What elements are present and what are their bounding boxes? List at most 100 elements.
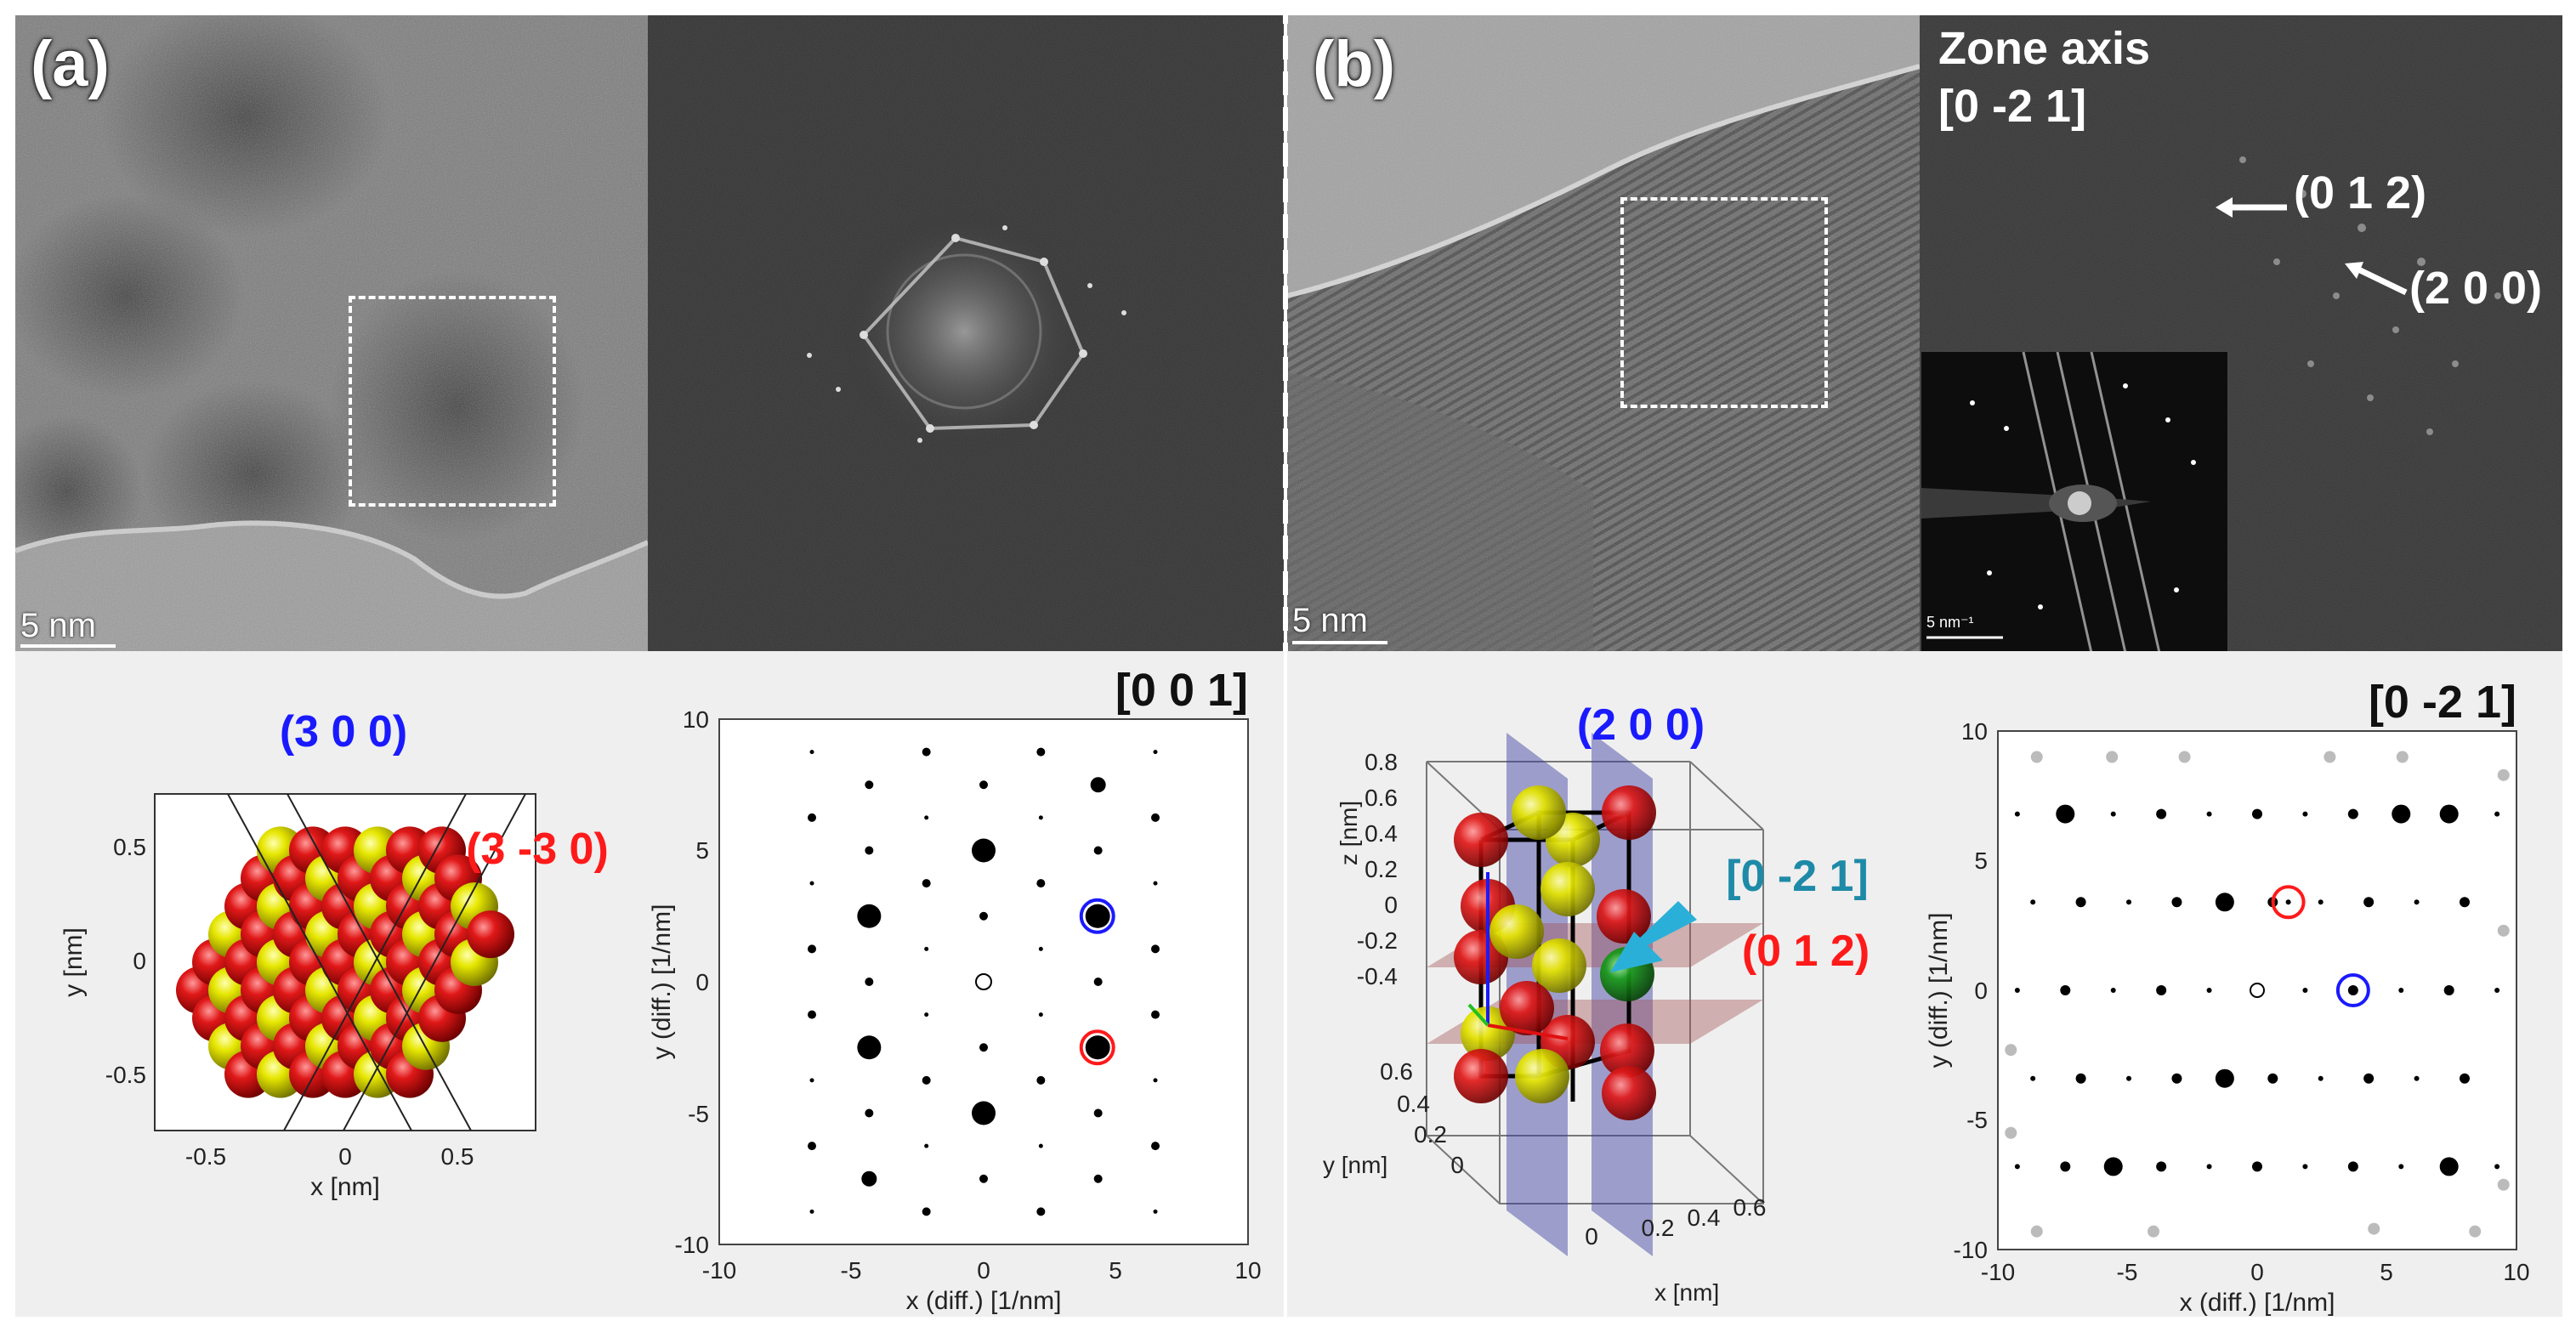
direction-label: [0 -2 1]: [1726, 852, 1869, 901]
diffraction-spot: [1150, 944, 1160, 954]
atom-red: [1600, 1023, 1654, 1078]
diffraction-spot: [2439, 1157, 2459, 1176]
diffraction-spot: [979, 1174, 988, 1183]
diffraction-spot: [2392, 804, 2411, 824]
tick-label: 0.6: [1365, 785, 1398, 811]
diffraction-spot-faint: [2148, 1225, 2159, 1238]
diffraction-spot: [857, 1035, 882, 1060]
diffraction-spot: [2110, 988, 2116, 993]
diffraction-spot: [2014, 1164, 2020, 1170]
diffraction-spot: [2014, 811, 2020, 817]
atom-yellow: [1461, 1006, 1515, 1061]
diffraction-spot-faint: [2324, 751, 2336, 763]
tick-label: 0.6: [1733, 1194, 1767, 1221]
diffraction-spot-faint: [2368, 1222, 2380, 1235]
atom-spheres: [176, 794, 526, 1131]
diffraction-spot: [2056, 804, 2075, 824]
diffraction-spot: [1090, 777, 1106, 793]
diffraction-spot: [979, 780, 988, 790]
diffraction-spot: [2302, 988, 2308, 993]
diffraction-spot: [2030, 899, 2036, 905]
diffraction-spot: [2347, 1161, 2358, 1172]
diffraction-spot: [865, 978, 874, 986]
diffraction-spot: [2060, 1161, 2071, 1172]
diffraction-spot: [1036, 879, 1046, 888]
diffraction-spot: [808, 813, 817, 822]
diffraction-spot: [808, 1142, 817, 1151]
zone-axis-indices: [0 -2 1]: [1938, 81, 2087, 132]
highlight-circle-red: [1079, 1029, 1115, 1066]
diffraction-spot: [1153, 881, 1158, 886]
zone-axis-title: Zone axis: [1938, 23, 2151, 74]
diffraction-spot: [2103, 1157, 2123, 1176]
diffraction-spot: [2443, 985, 2454, 995]
diffraction-spot: [924, 815, 929, 820]
origin-spot: [975, 973, 992, 990]
x-axis-arrow: [1487, 1023, 1569, 1040]
diffraction-spot-faint: [2497, 1178, 2510, 1191]
diffraction-spot: [924, 946, 929, 951]
diffraction-spot: [2302, 1164, 2308, 1170]
tick-label: 0.5: [441, 1143, 474, 1170]
panel-a-simulation-area: -0.5 0 0.5 0.5 0 -0.5 x [nm] y [nm] (3 0…: [15, 651, 1284, 1317]
selected-region-box: [349, 296, 556, 507]
diffraction-spot: [979, 1043, 988, 1052]
saed-inset: 5 nm⁻¹: [1920, 350, 2229, 651]
diffraction-spot: [2363, 897, 2375, 908]
diffraction-spot: [1036, 1207, 1046, 1216]
y-axis-label: y (diff.) [1/nm]: [648, 904, 676, 1060]
x-axis-label: x [nm]: [310, 1173, 380, 1201]
x-axis-label: x (diff.) [1/nm]: [2180, 1289, 2335, 1317]
diffraction-spot: [2252, 808, 2262, 819]
diffraction-spot: [1153, 1078, 1158, 1083]
direction-arrow: [1610, 901, 1697, 972]
y-axis-arrow: [1467, 1003, 1489, 1027]
arrow-icon: [2345, 262, 2408, 296]
diffraction-spot: [809, 1209, 814, 1214]
diffraction-spot: [2014, 988, 2020, 993]
diffraction-spot: [1150, 813, 1160, 822]
diffraction-spot: [2215, 893, 2234, 912]
tick-label: 5: [2380, 1259, 2393, 1285]
diffraction-spot-faint: [2469, 1225, 2482, 1238]
tick-label: -5: [688, 1101, 709, 1127]
scale-bar: [20, 644, 116, 648]
scale-bar: [1292, 641, 1387, 644]
diffraction-spot: [865, 780, 874, 790]
selected-region-box: [1620, 197, 1828, 408]
diffraction-spot: [2285, 899, 2291, 905]
diffraction-spot: [1093, 1108, 1103, 1118]
diffraction-spot: [2318, 1075, 2324, 1081]
tick-label: 0.8: [1365, 749, 1398, 775]
tem-image-a-texture: [15, 15, 648, 651]
tick-label: -0.5: [105, 1062, 146, 1088]
diffraction-spot: [2347, 808, 2358, 819]
tick-label: 10: [1961, 718, 1988, 745]
tick-label: 0.4: [1365, 820, 1398, 847]
scale-bar-label: 5 nm: [20, 607, 96, 644]
tick-label: 0: [695, 969, 709, 995]
diffraction-spot: [2439, 804, 2459, 824]
diffraction-spot-faint: [2030, 1225, 2043, 1238]
fft-spots: [807, 225, 1126, 443]
tick-label: 10: [1234, 1257, 1261, 1284]
diffraction-spot: [2206, 811, 2212, 817]
tick-label: 0: [977, 1257, 990, 1284]
diffraction-spot: [1153, 1209, 1158, 1214]
diffraction-spot: [1036, 1075, 1046, 1085]
diffraction-spot: [1038, 815, 1043, 820]
tick-label: 0: [338, 1143, 352, 1170]
atom-yellow: [1512, 785, 1566, 840]
diffraction-spot: [922, 747, 931, 757]
diffraction-spot: [2494, 988, 2500, 993]
origin-spot: [2250, 983, 2265, 998]
tick-label: 5: [1109, 1257, 1122, 1284]
panel-a-label: (a): [31, 28, 110, 100]
diffraction-plot-001: -10 -5 0 5 10 10 5 0 -5 -10 x (diff.) [1…: [648, 665, 1262, 1315]
atom-yellow: [1489, 904, 1544, 959]
tick-label: 5: [695, 837, 709, 864]
diffraction-spot: [1038, 1012, 1043, 1017]
diffraction-spot: [2030, 1075, 2036, 1081]
diffraction-spot: [2318, 899, 2324, 905]
tick-label: 0: [1384, 892, 1398, 918]
